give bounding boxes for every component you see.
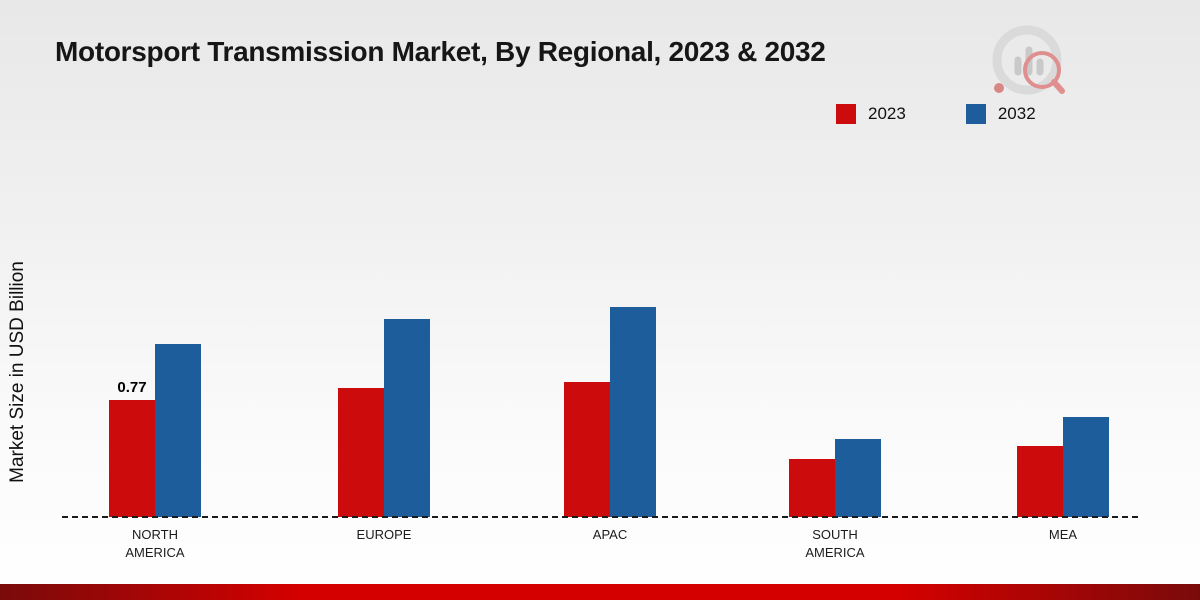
legend-swatch-2032: [965, 104, 986, 124]
bar-2032-region-5: [1063, 417, 1109, 517]
footer-brand-bar: [0, 584, 1200, 600]
bar-2032-region-3: [610, 307, 656, 517]
chart-title: Motorsport Transmission Market, By Regio…: [55, 36, 826, 67]
mrfr-logo: [985, 20, 1075, 110]
legend-label-2023: 2023: [868, 104, 906, 123]
category-label: EUROPE: [356, 527, 412, 542]
bar-2032-region-1: [155, 344, 201, 517]
category-label: NORTH AMERICA: [125, 527, 185, 560]
x-axis-labels: NORTH AMERICA EUROPE APAC SOUTH AMERICA MEA: [0, 526, 1200, 566]
category-label: SOUTH AMERICA: [805, 527, 865, 560]
x-axis-baseline: [62, 516, 1138, 518]
logo-graphic: [992, 25, 1065, 95]
bar-2023-region-1: [109, 400, 155, 517]
category-label: MEA: [1048, 527, 1078, 542]
bar-2032-region-2: [384, 319, 430, 517]
bar-2023-region-2: [338, 388, 384, 517]
bar-2023-region-3: [564, 382, 610, 517]
legend: 2023 2032: [836, 104, 1036, 124]
bar-2023-region-4: [789, 459, 835, 517]
bar-value-label: 0.77: [117, 379, 147, 396]
plot-area: 0.77: [109, 307, 1109, 517]
category-label: APAC: [592, 527, 628, 542]
bar-2023-region-5: [1017, 446, 1063, 517]
legend-swatch-2023: [836, 104, 856, 124]
bar-2032-region-4: [835, 439, 881, 517]
legend-label-2032: 2032: [997, 104, 1036, 123]
